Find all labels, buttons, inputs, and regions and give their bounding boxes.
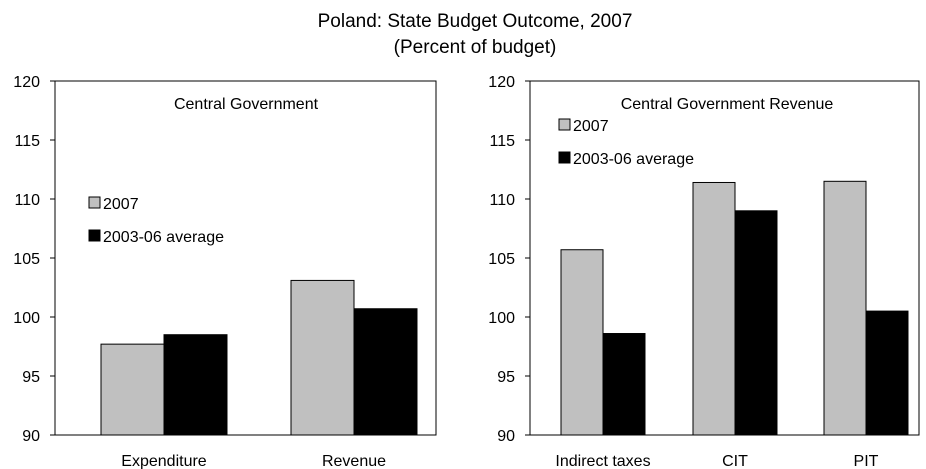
x-category-label: PIT — [854, 453, 879, 469]
panel-title: Central Government — [174, 96, 319, 113]
x-category-label: Revenue — [322, 453, 386, 469]
y-tick-label: 100 — [13, 310, 40, 327]
bar-series-2007-revenue — [290, 279, 355, 436]
legend-swatch — [558, 151, 571, 164]
y-tick-label: 120 — [488, 74, 515, 91]
legend-label: 2007 — [573, 118, 609, 135]
bar-series-average-indirect-taxes — [602, 333, 646, 436]
y-tick-label: 110 — [489, 192, 515, 209]
legend-swatch — [88, 229, 101, 242]
bar-series-2007-indirect-taxes — [560, 249, 604, 436]
y-tick-label: 105 — [13, 251, 40, 268]
y-tick-label: 90 — [22, 428, 40, 445]
figure-title: Poland: State Budget Outcome, 2007 — [318, 11, 633, 32]
bar-series-2007-expenditure — [100, 343, 165, 436]
x-category-label: CIT — [722, 453, 748, 469]
legend-label: 2003-06 average — [103, 229, 224, 246]
bar-series-average-revenue — [353, 308, 418, 436]
chart-panel-2: 90 95 100 105 110 115 120 Indirect taxes CIT PIT C… — [488, 74, 920, 469]
y-tick-label: 105 — [488, 251, 515, 268]
bar-series-average-pit — [865, 310, 909, 436]
bar-series-2007-pit — [823, 180, 867, 436]
legend-label: 2007 — [103, 196, 139, 213]
y-tick-label: 115 — [14, 133, 40, 150]
bar-series-average-cit — [734, 210, 778, 436]
x-category-label: Expenditure — [121, 453, 206, 469]
y-tick-label: 115 — [489, 133, 515, 150]
y-tick-label: 95 — [497, 369, 515, 386]
legend-label: 2003-06 average — [573, 151, 694, 168]
y-tick-label: 95 — [22, 369, 40, 386]
bar-series-2007-cit — [692, 181, 736, 436]
legend-swatch — [88, 196, 101, 209]
y-tick-label: 100 — [488, 310, 515, 327]
panel-title: Central Government Revenue — [621, 96, 834, 113]
legend-swatch — [558, 118, 571, 131]
y-tick-label: 110 — [14, 192, 40, 209]
x-category-label: Indirect taxes — [555, 453, 650, 469]
bar-series-average-expenditure — [163, 334, 228, 436]
y-tick-label: 90 — [497, 428, 515, 445]
chart-panel-1: 90 95 100 105 110 115 120 Expenditure Revenue Cen… — [13, 74, 437, 469]
y-tick-label: 120 — [13, 74, 40, 91]
figure-subtitle: (Percent of budget) — [394, 37, 557, 58]
